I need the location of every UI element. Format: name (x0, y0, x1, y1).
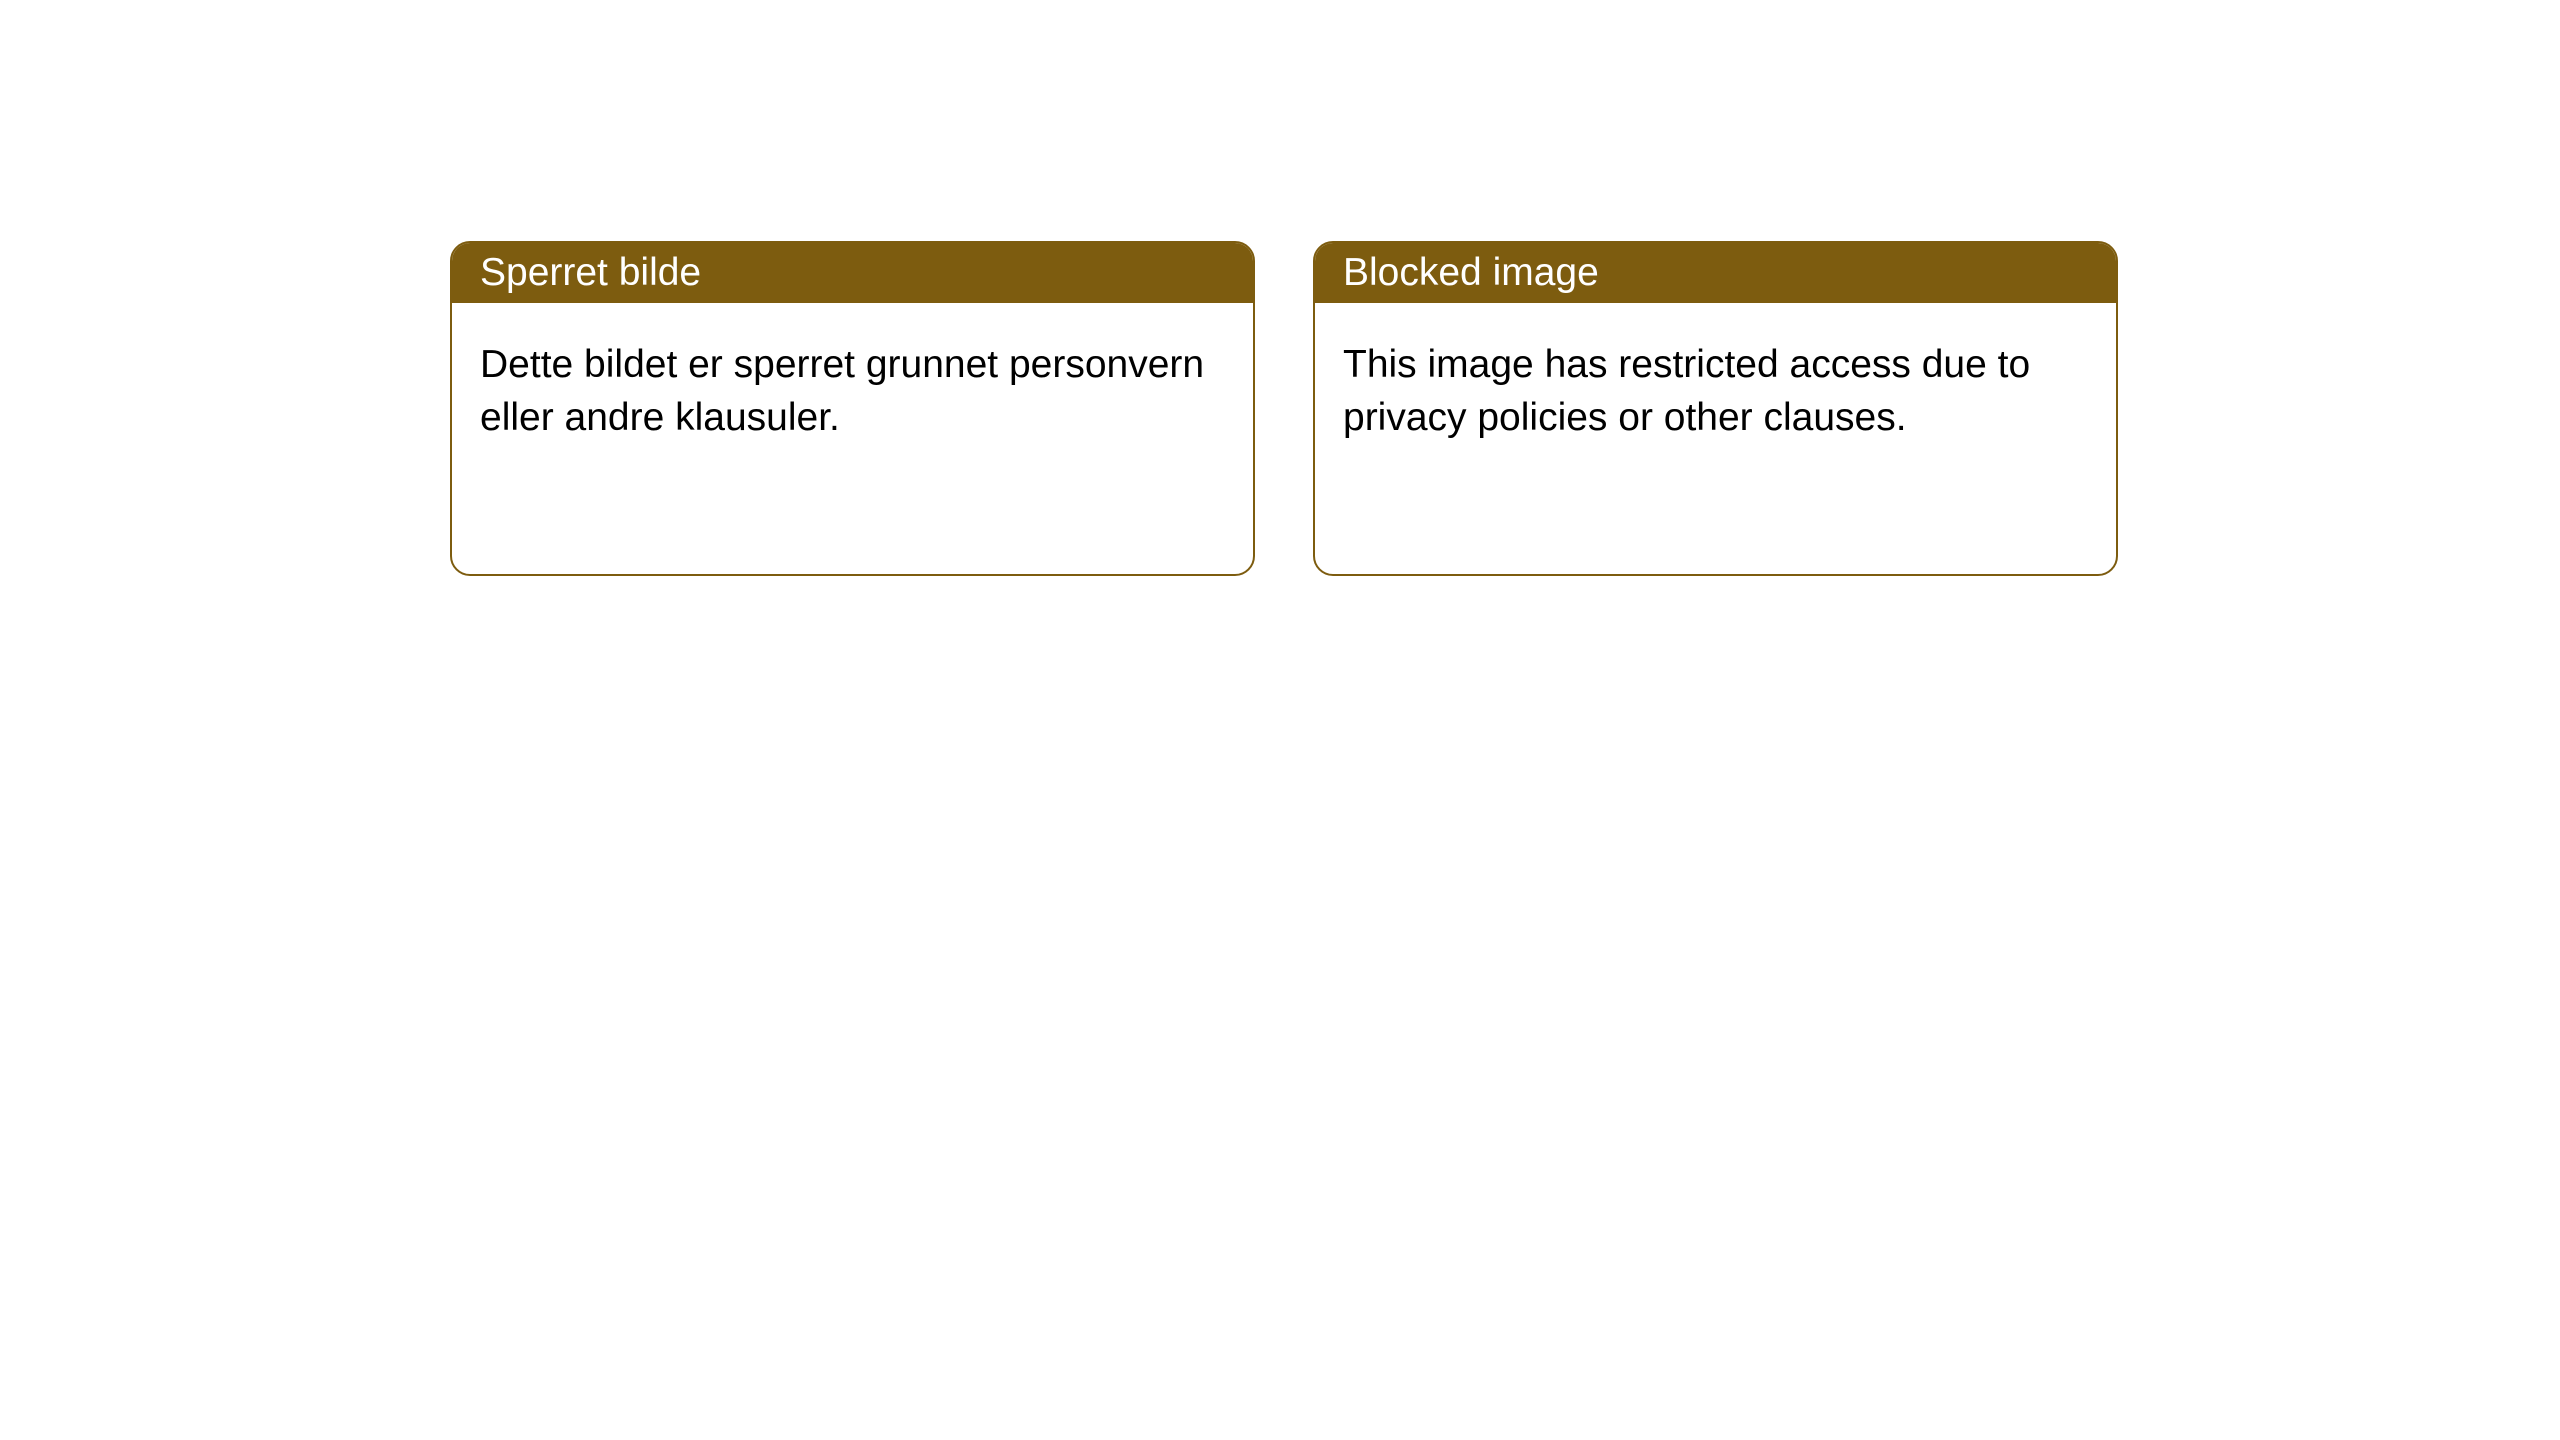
notices-container: Sperret bilde Dette bildet er sperret gr… (450, 241, 2118, 576)
notice-card-english: Blocked image This image has restricted … (1313, 241, 2118, 576)
notice-body: Dette bildet er sperret grunnet personve… (452, 303, 1253, 480)
notice-header: Sperret bilde (452, 243, 1253, 303)
notice-card-norwegian: Sperret bilde Dette bildet er sperret gr… (450, 241, 1255, 576)
notice-body: This image has restricted access due to … (1315, 303, 2116, 480)
notice-header: Blocked image (1315, 243, 2116, 303)
